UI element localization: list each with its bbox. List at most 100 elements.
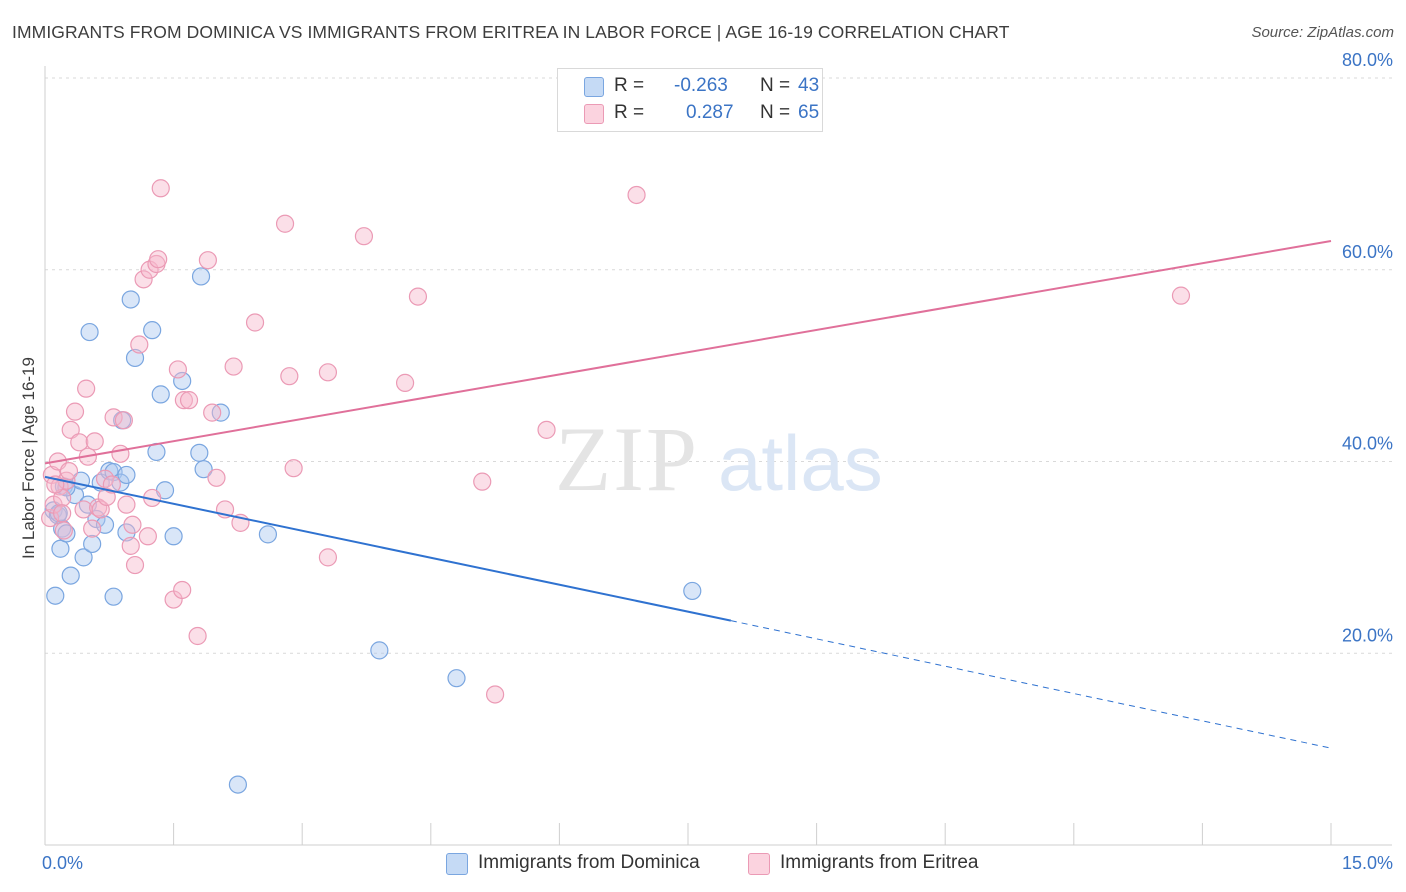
data-point: [134, 270, 153, 289]
x-tick-label: 0.0%: [42, 853, 83, 873]
data-point: [173, 580, 192, 600]
data-point: [280, 367, 299, 386]
eritrea-swatch: [584, 104, 604, 124]
data-point: [190, 443, 209, 462]
data-point: [138, 527, 157, 546]
legend-r-label: R =: [614, 102, 645, 123]
watermark-atlas: atlas: [718, 419, 883, 507]
data-point: [173, 371, 192, 391]
data-point: [53, 504, 72, 523]
legend-r-value: -0.263: [674, 75, 728, 96]
data-point: [83, 519, 102, 538]
data-point: [179, 391, 199, 410]
dominica-points: [44, 267, 702, 794]
data-point: [130, 335, 149, 354]
y-tick-label: 80.0%: [1342, 50, 1393, 70]
watermark-zip: ZIP: [555, 408, 699, 510]
data-point: [85, 432, 104, 451]
dominica-trend-extension: [730, 620, 1332, 749]
data-point: [59, 461, 79, 481]
data-point: [61, 420, 80, 439]
data-point: [51, 539, 70, 558]
data-point: [395, 373, 415, 392]
data-point: [408, 287, 428, 306]
trend-lines: [44, 240, 1332, 749]
legend-n-value: 43: [798, 75, 820, 96]
dominica-swatch: [584, 77, 604, 97]
data-point: [61, 566, 80, 585]
eritrea-swatch: [748, 853, 770, 875]
series-legend: Immigrants from Dominica Immigrants from…: [0, 852, 1406, 878]
correlation-legend: R = -0.263 N = 43 R = 0.287 N = 65: [557, 68, 823, 132]
data-point: [164, 527, 183, 546]
dominica-swatch: [446, 853, 468, 875]
data-point: [447, 669, 466, 688]
data-point: [275, 214, 295, 233]
legend-n-value: 65: [798, 102, 820, 123]
data-point: [41, 508, 60, 528]
data-point: [57, 524, 76, 543]
x-tick-label: 15.0%: [1342, 853, 1393, 873]
legend-label-dominica: Immigrants from Dominica: [478, 852, 700, 873]
data-point: [83, 534, 102, 554]
data-point: [102, 475, 121, 494]
source-credit: Source: ZipAtlas.com: [1251, 24, 1394, 41]
watermark: ZIP atlas: [555, 408, 883, 510]
data-point: [104, 587, 123, 606]
data-point: [117, 465, 136, 485]
data-point: [537, 420, 556, 439]
data-point: [473, 472, 492, 491]
data-point: [104, 408, 123, 427]
tick-labels: 20.0% 40.0% 60.0% 80.0% 0.0% 15.0%: [42, 50, 1393, 873]
legend-r-value: 0.287: [686, 102, 734, 123]
data-point: [174, 391, 193, 410]
data-point: [318, 363, 338, 382]
legend-r-label: R =: [614, 75, 645, 96]
data-point: [370, 641, 389, 660]
eritrea-points: [41, 179, 1191, 704]
data-point: [203, 403, 222, 422]
data-point: [151, 179, 170, 198]
data-point: [228, 775, 247, 794]
data-point: [245, 313, 265, 332]
gridlines: [45, 77, 1392, 654]
y-tick-label: 40.0%: [1342, 434, 1393, 454]
data-point: [111, 444, 130, 463]
data-point: [194, 460, 213, 479]
data-point: [207, 468, 226, 487]
data-point: [74, 548, 93, 567]
data-point: [121, 290, 140, 309]
data-point: [70, 433, 89, 452]
data-point: [198, 251, 217, 270]
chart-title: IMMIGRANTS FROM DOMINICA VS IMMIGRANTS F…: [12, 22, 1010, 42]
y-tick-label: 60.0%: [1342, 242, 1393, 262]
data-point: [77, 379, 96, 398]
data-point: [125, 348, 145, 368]
data-point: [80, 322, 99, 342]
data-point: [188, 626, 207, 646]
data-point: [224, 357, 243, 376]
y-axis-label: In Labor Force | Age 16-19: [19, 357, 38, 559]
data-point: [46, 586, 65, 605]
data-point: [149, 250, 168, 269]
data-point: [65, 402, 85, 421]
data-point: [191, 267, 211, 286]
data-point: [123, 515, 142, 534]
data-point: [117, 495, 136, 514]
data-point: [54, 521, 73, 540]
data-point: [1171, 286, 1191, 305]
data-point: [151, 385, 170, 404]
data-point: [168, 360, 187, 379]
legend-n-label: N =: [760, 75, 791, 96]
data-point: [318, 548, 338, 567]
dominica-trend-line: [44, 475, 732, 622]
legend-n-label: N =: [760, 102, 791, 123]
data-point: [627, 185, 646, 205]
y-tick-label: 20.0%: [1342, 625, 1393, 645]
data-point: [143, 321, 162, 340]
data-point: [114, 411, 133, 430]
axes: [44, 66, 1392, 846]
data-point: [121, 536, 140, 555]
legend-label-eritrea: Immigrants from Eritrea: [780, 852, 979, 873]
